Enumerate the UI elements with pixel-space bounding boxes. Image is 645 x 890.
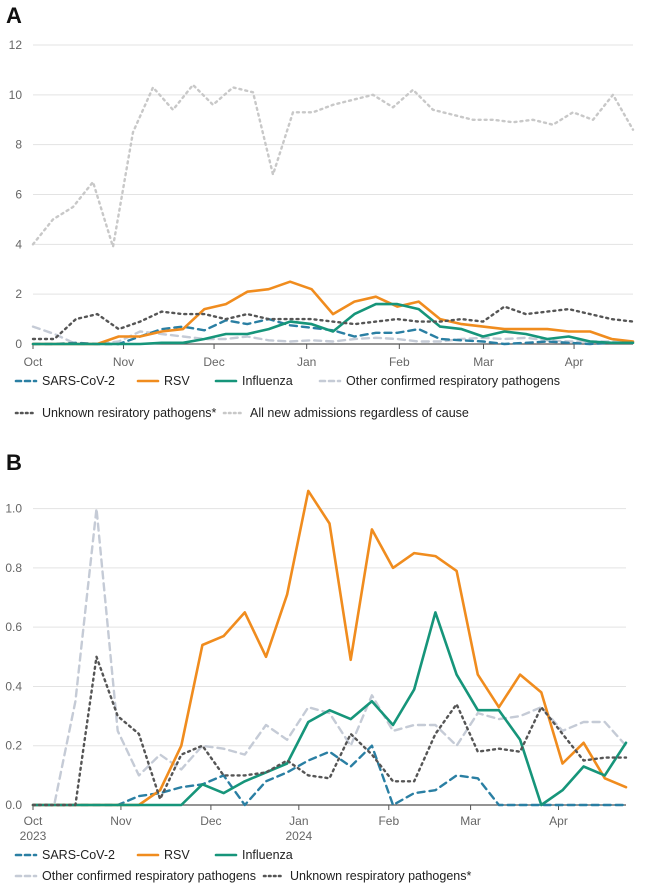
y-tick-label: 6	[15, 188, 22, 202]
legend-item-influenza: Influenza	[214, 374, 293, 388]
x-tick-label: Feb	[389, 355, 410, 369]
x-tick-label: Jan	[297, 355, 316, 369]
y-tick-label: 0.0	[5, 798, 22, 812]
series-line-other-confirmed-respiratory-pathogens	[31, 507, 628, 807]
series-line-unknown-respiratory-pathogens	[31, 655, 628, 807]
legend-item-other-confirmed-respiratory-pathogens: Other confirmed respiratory pathogens	[318, 374, 560, 388]
panel-label-a: A	[6, 3, 22, 28]
series-line-all-new-admissions-regardless-of-cause	[31, 83, 635, 249]
y-tick-label: 0.4	[5, 679, 22, 693]
legend-label: Other confirmed respiratory pathogens	[42, 869, 256, 883]
series-line-rsv	[31, 489, 628, 807]
x-tick-label: Apr	[549, 814, 568, 828]
y-tick-label: 8	[15, 138, 22, 152]
legend-label: Influenza	[242, 374, 293, 388]
y-tick-label: 0.6	[5, 620, 22, 634]
x-tick-label: Jan	[289, 814, 308, 828]
y-tick-label: 1.0	[5, 502, 22, 516]
legend-label: Other confirmed respiratory pathogens	[346, 374, 560, 388]
legend-item-other-confirmed-respiratory-pathogens: Other confirmed respiratory pathogens	[14, 869, 256, 883]
legend-label: RSV	[164, 374, 190, 388]
legend-label: Influenza	[242, 848, 293, 862]
y-tick-label: 12	[9, 38, 23, 52]
x-tick-year-label: 2023	[20, 829, 47, 843]
y-tick-label: 4	[15, 237, 22, 251]
x-tick-label: Apr	[565, 355, 584, 369]
y-tick-label: 0.8	[5, 561, 22, 575]
legend-label: All new admissions regardless of cause	[250, 406, 469, 420]
series-line-other-confirmed-respiratory-pathogens	[31, 325, 635, 346]
legend-item-unknown-respiratory-pathogens: Unknown respiratory pathogens*	[262, 869, 471, 883]
x-tick-label: Oct	[24, 814, 43, 828]
y-tick-label: 0	[15, 337, 22, 351]
x-tick-year-label: 2024	[285, 829, 312, 843]
legend-item-unknown-resiratory-pathogens: Unknown resiratory pathogens*	[14, 406, 217, 420]
x-tick-label: Mar	[460, 814, 481, 828]
legend-label: Unknown respiratory pathogens*	[290, 869, 471, 883]
legend-item-sars-cov-2: SARS-CoV-2	[14, 374, 115, 388]
y-tick-label: 0.2	[5, 739, 22, 753]
series-line-sars-cov-2	[31, 744, 628, 807]
series-line-influenza	[31, 302, 635, 346]
x-tick-label: Oct	[24, 355, 43, 369]
legend-label: SARS-CoV-2	[42, 374, 115, 388]
x-tick-label: Dec	[203, 355, 224, 369]
legend-item-rsv: RSV	[136, 374, 190, 388]
legend-item-rsv: RSV	[136, 848, 190, 862]
legend-label: Unknown resiratory pathogens*	[42, 406, 217, 420]
legend-item-sars-cov-2: SARS-CoV-2	[14, 848, 115, 862]
x-tick-label: Feb	[378, 814, 399, 828]
y-tick-label: 2	[15, 287, 22, 301]
legend-item-influenza: Influenza	[214, 848, 293, 862]
chart-panel-a: A 0 2 4 6 8 10 12 Oct Nov Dec Jan Feb Mar Apr SARS-CoV-…	[6, 3, 635, 420]
panel-label-b: B	[6, 450, 22, 475]
legend-label: RSV	[164, 848, 190, 862]
series-line-rsv	[31, 280, 635, 346]
legend-label: SARS-CoV-2	[42, 848, 115, 862]
series-line-unknown-resiratory-pathogens	[31, 305, 635, 341]
x-tick-label: Nov	[110, 814, 131, 828]
x-tick-label: Nov	[113, 355, 134, 369]
x-tick-label: Mar	[473, 355, 494, 369]
legend-item-all-new-admissions-regardless-of-cause: All new admissions regardless of cause	[222, 406, 469, 420]
y-tick-label: 10	[9, 88, 23, 102]
x-tick-label: Dec	[200, 814, 221, 828]
series-line-influenza	[31, 611, 628, 807]
